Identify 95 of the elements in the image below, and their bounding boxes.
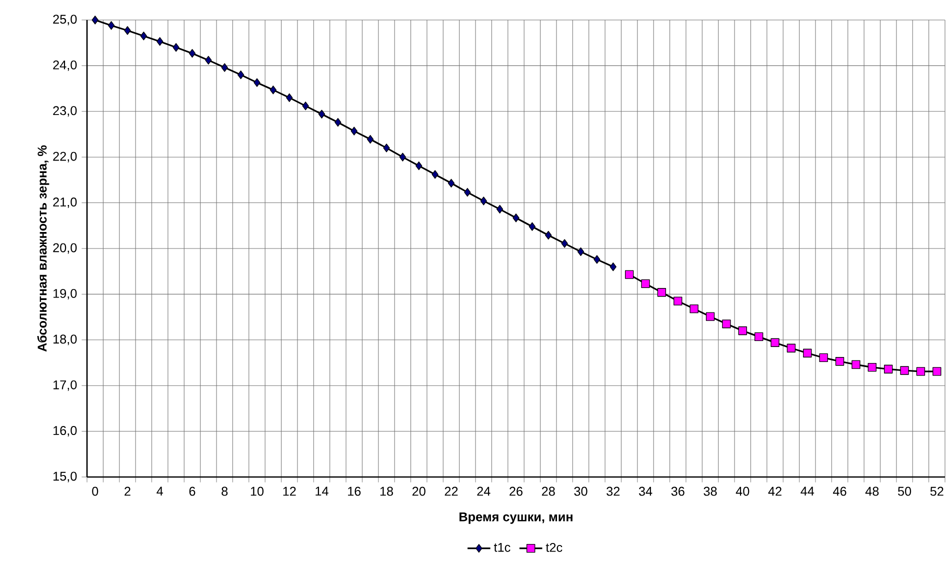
x-tick-label: 48 — [865, 486, 879, 496]
point — [884, 364, 893, 374]
x-tick-label: 46 — [833, 486, 846, 496]
legend-label: t1c — [494, 543, 510, 552]
x-tick-label: 26 — [510, 486, 522, 496]
point — [512, 214, 520, 222]
x-tick-label: 10 — [250, 486, 264, 496]
x-tick-label: 20 — [412, 486, 426, 496]
x-tick-label: 28 — [542, 486, 555, 496]
point — [92, 16, 98, 24]
point — [561, 239, 568, 248]
y-tick-label: 19,0 — [53, 288, 77, 300]
x-tick-label: 40 — [736, 486, 750, 496]
point — [738, 326, 747, 336]
point — [900, 366, 909, 375]
point — [124, 26, 131, 35]
x-tick-label: 50 — [898, 486, 912, 496]
x-tick-label: 18 — [380, 486, 393, 496]
y-tick-label: 21,0 — [53, 198, 77, 208]
point — [624, 270, 634, 279]
point — [932, 367, 942, 376]
x-tick-label: 12 — [283, 486, 296, 496]
point — [399, 152, 406, 162]
point — [868, 362, 876, 372]
point — [221, 63, 228, 72]
x-tick-label: 6 — [189, 486, 196, 496]
x-tick-label: 32 — [606, 486, 620, 496]
point — [610, 262, 616, 272]
point — [803, 348, 812, 358]
x-tick-label: 0 — [92, 486, 98, 496]
x-tick-label: 14 — [316, 486, 328, 496]
point — [545, 230, 552, 240]
x-tick-label: 44 — [800, 486, 814, 496]
x-tick-label: 2 — [124, 486, 130, 496]
point — [448, 178, 455, 188]
point — [318, 110, 326, 118]
point — [770, 338, 780, 347]
point — [690, 304, 698, 314]
point — [172, 43, 180, 52]
point — [383, 144, 390, 152]
point — [852, 360, 860, 369]
x-tick-label: 4 — [156, 486, 164, 496]
legend-label: t2c — [546, 542, 562, 552]
y-tick-label: 20,0 — [53, 243, 77, 254]
y-tick-label: 15,0 — [53, 472, 77, 482]
y-axis-title: Абсолютная влажность зерна, % — [37, 145, 50, 352]
x-axis-title: Время сушки, мин — [460, 512, 572, 524]
x-tick-label: 34 — [638, 486, 652, 496]
point — [657, 288, 666, 297]
point — [754, 332, 764, 342]
point — [528, 222, 536, 231]
point — [270, 86, 277, 94]
point — [641, 279, 650, 288]
point — [350, 126, 358, 136]
point — [706, 312, 715, 321]
point — [334, 118, 342, 127]
x-tick-label: 36 — [671, 486, 684, 496]
x-tick-label: 30 — [574, 486, 588, 496]
point — [432, 170, 438, 179]
x-tick-label: 22 — [444, 486, 458, 496]
point — [188, 49, 196, 58]
y-tick-label: 25,0 — [53, 14, 77, 26]
x-tick-label: 52 — [930, 486, 944, 496]
point — [464, 188, 471, 197]
x-tick-label: 24 — [477, 486, 490, 496]
point — [366, 134, 374, 144]
y-tick-label: 16,0 — [53, 426, 77, 437]
point — [786, 344, 796, 352]
point — [835, 357, 844, 366]
point — [674, 296, 682, 306]
point — [594, 255, 600, 264]
point — [496, 204, 504, 214]
x-tick-label: 8 — [222, 486, 228, 496]
point — [916, 367, 926, 376]
y-tick-label: 18,0 — [53, 334, 77, 346]
point — [108, 21, 115, 30]
y-tick-label: 23,0 — [53, 106, 77, 117]
point — [302, 102, 309, 110]
point — [722, 320, 731, 328]
point — [205, 56, 212, 65]
y-tick-label: 24,0 — [53, 60, 77, 71]
point — [237, 70, 244, 80]
x-tick-label: 38 — [704, 486, 717, 496]
y-tick-label: 22,0 — [53, 152, 77, 162]
point — [416, 161, 422, 170]
point — [254, 78, 260, 87]
point — [156, 37, 164, 46]
point — [140, 32, 148, 40]
x-tick-label: 42 — [768, 486, 782, 496]
point — [286, 93, 293, 102]
x-tick-label: 16 — [348, 486, 361, 496]
point — [480, 196, 487, 206]
y-tick-label: 17,0 — [53, 380, 77, 391]
point — [577, 247, 584, 256]
point — [819, 353, 828, 362]
